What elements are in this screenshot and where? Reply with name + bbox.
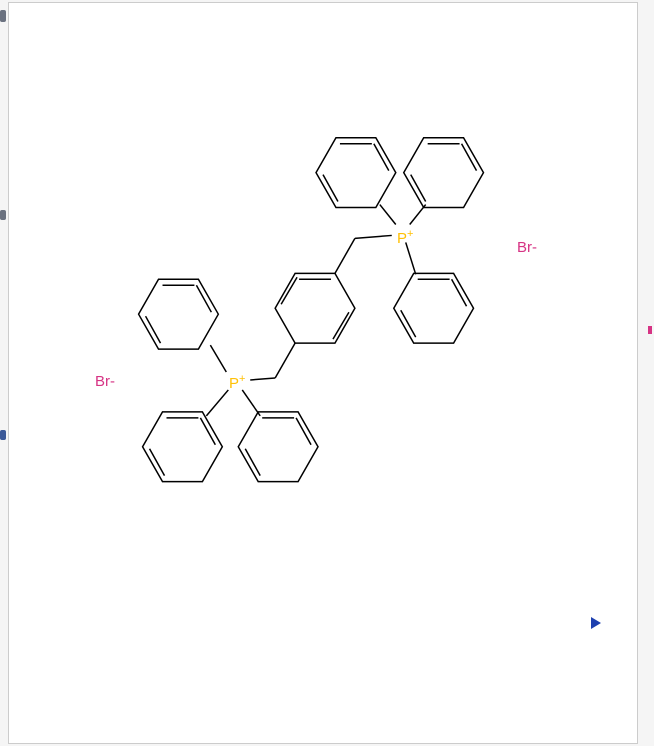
bond-double xyxy=(281,277,297,304)
play-icon[interactable] xyxy=(591,617,601,629)
bond-ch2-2 xyxy=(335,238,355,273)
bond-ch2-p1 xyxy=(250,378,275,380)
p1-text: P xyxy=(229,375,239,392)
ring-p1-ph1 xyxy=(139,279,219,349)
bond-p2-ph1 xyxy=(380,205,396,225)
bond-ch2-1 xyxy=(275,343,295,378)
ring-p1-ph2 xyxy=(143,412,223,482)
label-p1: P+ xyxy=(229,373,245,392)
p2-text: P xyxy=(397,230,407,247)
ring-p2-ph2 xyxy=(404,138,484,208)
p1-charge: + xyxy=(239,373,245,385)
right-edge-marker xyxy=(648,326,652,334)
left-marker-1 xyxy=(0,10,6,22)
bond-p1-ph1 xyxy=(210,345,226,372)
ring-central xyxy=(275,273,355,343)
p2-charge: + xyxy=(407,228,413,240)
bond-p1-ph2 xyxy=(206,390,228,416)
bond-double xyxy=(333,312,349,339)
ring-p2-ph3 xyxy=(394,273,474,343)
left-marker-2 xyxy=(0,210,6,220)
label-p2: P+ xyxy=(397,228,413,247)
bond-p1-ph3 xyxy=(242,390,260,416)
bond-p2-ph3 xyxy=(406,242,416,274)
bond-ch2-p2 xyxy=(355,235,392,238)
ring-p2-ph1 xyxy=(316,138,396,208)
label-br2: Br- xyxy=(517,239,537,256)
structure-panel: Br- Br- P+ P+ xyxy=(8,2,638,744)
bond-p2-ph2 xyxy=(410,205,426,225)
ring-p1-ph3 xyxy=(238,412,318,482)
label-br1: Br- xyxy=(95,373,115,390)
left-marker-3 xyxy=(0,430,6,440)
